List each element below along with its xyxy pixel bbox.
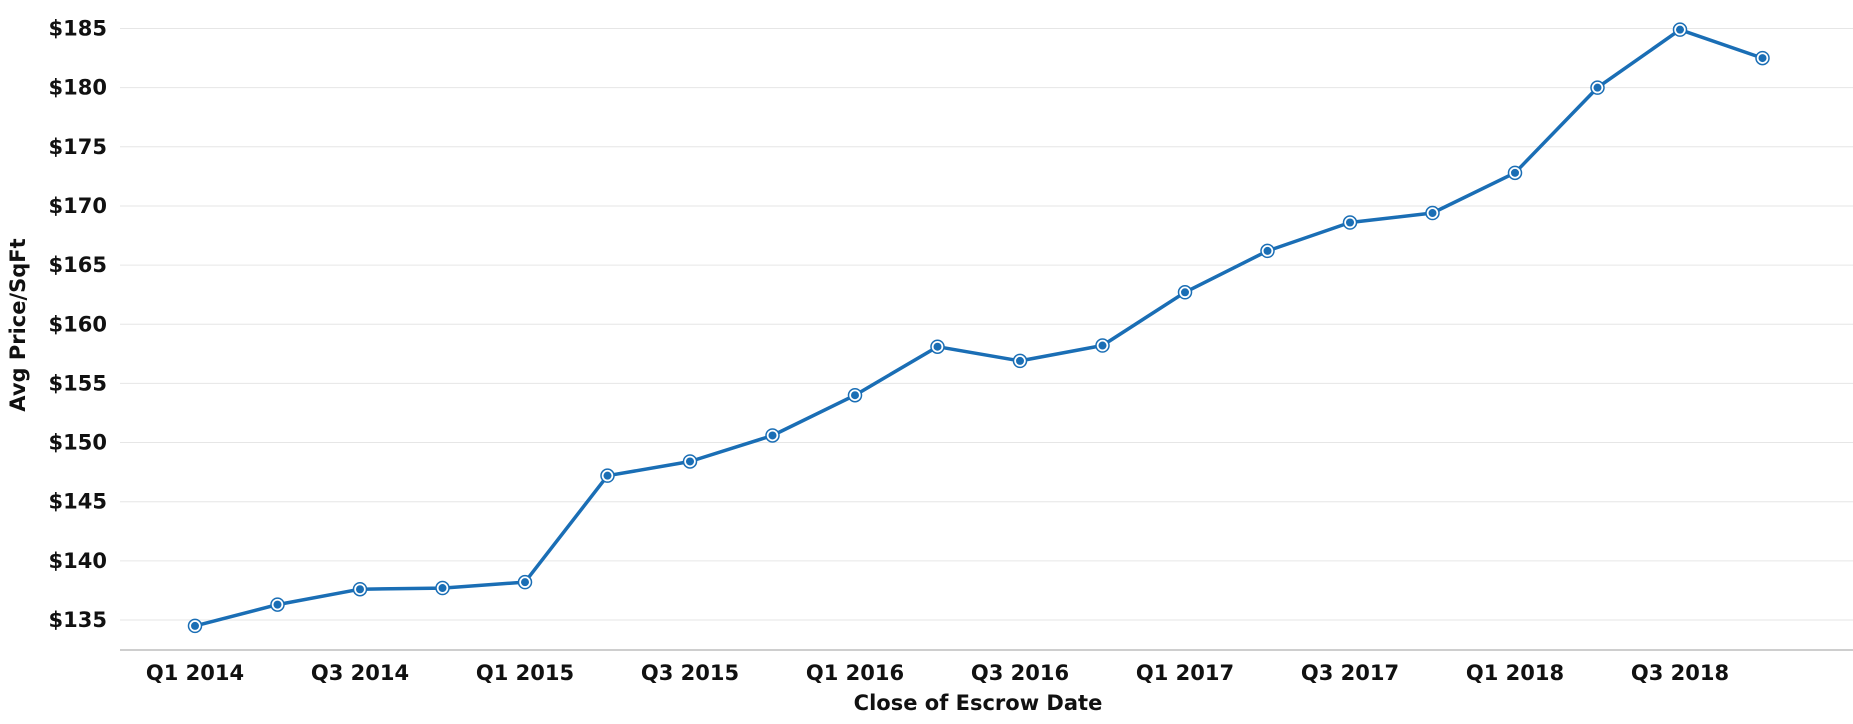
data-point-marker: [851, 391, 859, 400]
y-tick-label: $185: [49, 17, 107, 41]
data-point-marker: [1346, 218, 1354, 227]
y-tick-label: $170: [49, 194, 107, 218]
data-point-marker: [686, 457, 694, 466]
x-tick-label: Q1 2018: [1466, 661, 1564, 685]
data-point-marker: [1593, 83, 1602, 92]
x-tick-label: Q1 2017: [1136, 661, 1234, 685]
series-line: [194, 27, 1764, 628]
x-tick-label: Q3 2018: [1631, 661, 1729, 685]
data-point-marker: [1098, 341, 1107, 350]
data-point-marker: [1016, 356, 1024, 365]
data-point-marker: [1181, 288, 1189, 297]
data-point-marker: [521, 578, 529, 587]
data-point-marker: [1263, 246, 1272, 255]
y-tick-label: $180: [49, 76, 107, 100]
y-tick-label: $165: [49, 253, 107, 277]
data-point-marker: [768, 431, 777, 440]
data-point-marker: [933, 342, 942, 351]
y-axis-ticks: $135 $140 $145 $150 $155 $160 $165 $170 $175 $180…: [49, 17, 107, 633]
x-axis-ticks: Q1 2014 Q3 2014 Q1 2015 Q3 2015 Q1 2016 Q3 20…: [146, 661, 1729, 685]
x-tick-label: Q1 2016: [806, 661, 904, 685]
y-axis-title: Avg Price/SqFt: [6, 238, 30, 411]
data-point-marker: [356, 585, 364, 594]
y-tick-label: $140: [49, 549, 107, 573]
x-tick-label: Q1 2015: [476, 661, 574, 685]
data-point-marker: [1676, 25, 1684, 34]
series-points: [187, 22, 1770, 634]
x-tick-label: Q3 2016: [971, 661, 1069, 685]
x-tick-label: Q3 2015: [641, 661, 739, 685]
data-point-marker: [273, 600, 282, 609]
x-axis-title: Close of Escrow Date: [854, 691, 1103, 715]
x-tick-label: Q3 2017: [1301, 661, 1399, 685]
data-point-marker: [191, 621, 199, 630]
y-tick-label: $145: [49, 490, 107, 514]
data-point-marker: [1511, 168, 1519, 177]
data-point-marker: [438, 584, 447, 593]
data-point-marker: [1428, 209, 1437, 218]
x-tick-label: Q3 2014: [311, 661, 409, 685]
y-tick-label: $175: [49, 135, 107, 159]
data-point-marker: [603, 471, 612, 480]
y-tick-label: $150: [49, 431, 107, 455]
gridlines: [120, 28, 1853, 621]
y-tick-label: $160: [49, 312, 107, 336]
data-point-marker: [1758, 54, 1767, 63]
y-tick-label: $135: [49, 608, 107, 632]
x-tick-label: Q1 2014: [146, 661, 244, 685]
y-tick-label: $155: [49, 371, 107, 395]
